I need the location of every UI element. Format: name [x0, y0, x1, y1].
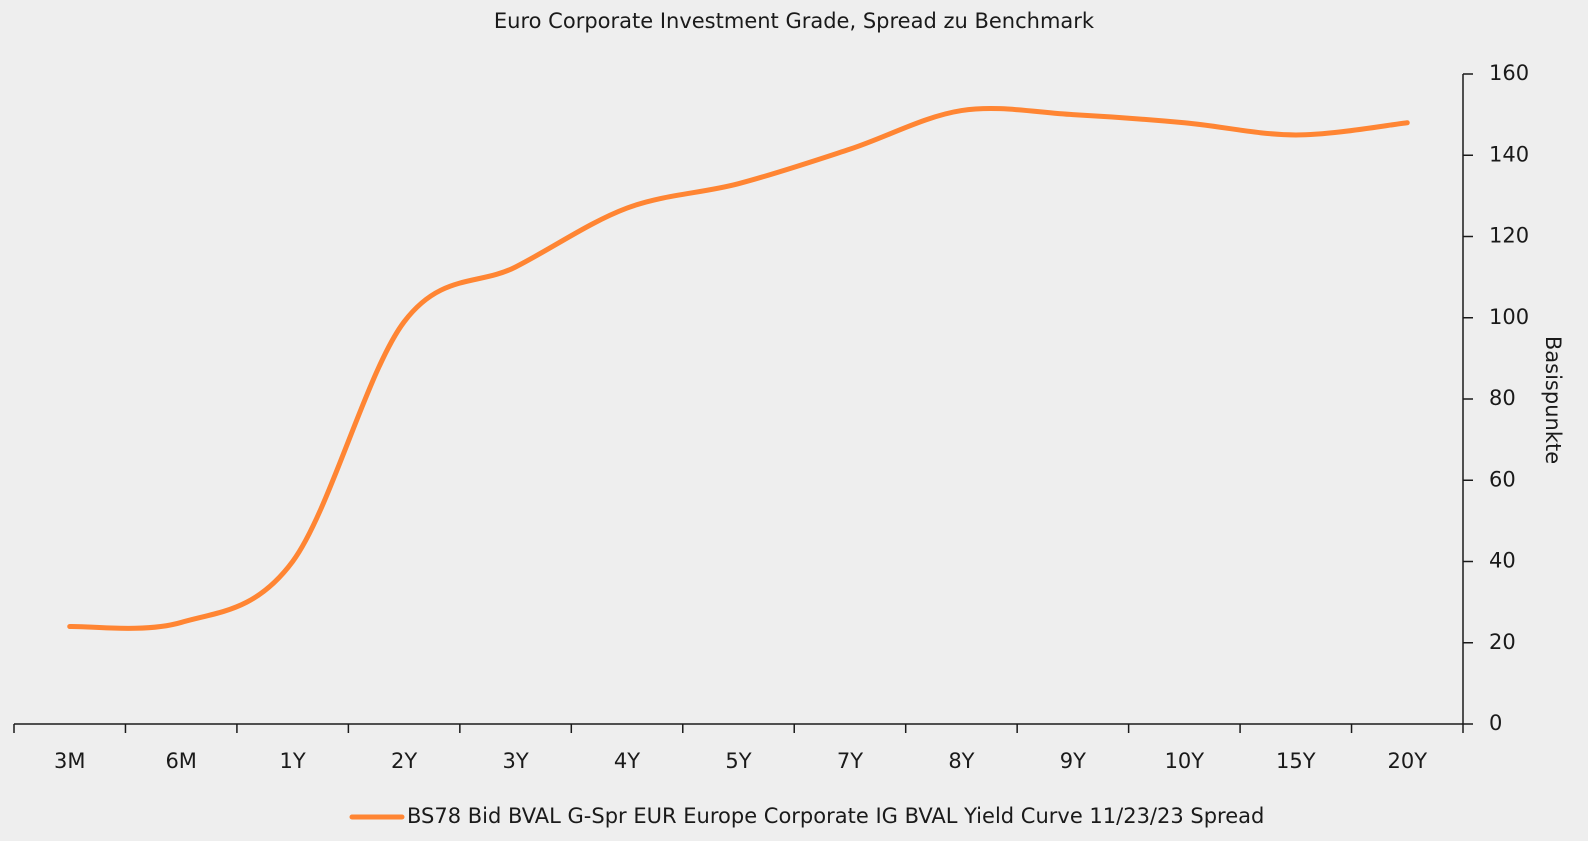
x-tick-label: 8Y	[948, 749, 974, 773]
x-tick-label: 10Y	[1165, 749, 1205, 773]
y-tick-label: 60	[1489, 467, 1516, 491]
legend-label: BS78 Bid BVAL G-Spr EUR Europe Corporate…	[407, 804, 1264, 828]
x-tick-label: 9Y	[1060, 749, 1086, 773]
y-tick-label: 40	[1489, 549, 1516, 573]
y-tick-label: 80	[1489, 386, 1516, 410]
x-tick-label: 6M	[165, 749, 196, 773]
chart-title: Euro Corporate Investment Grade, Spread …	[494, 9, 1095, 33]
y-tick-label: 0	[1489, 711, 1502, 735]
x-tick-label: 4Y	[614, 749, 640, 773]
y-tick-label: 160	[1489, 61, 1529, 85]
x-tick-label: 1Y	[280, 749, 306, 773]
x-tick-label: 15Y	[1276, 749, 1316, 773]
x-tick-label: 5Y	[725, 749, 751, 773]
x-tick-label: 3Y	[502, 749, 528, 773]
y-tick-label: 140	[1489, 142, 1529, 166]
x-tick-label: 2Y	[391, 749, 417, 773]
x-tick-label: 20Y	[1387, 749, 1427, 773]
y-tick-label: 20	[1489, 630, 1516, 654]
line	[67, 105, 1410, 631]
y-tick-label: 100	[1489, 305, 1529, 329]
y-axis-label: Basispunkte	[1541, 336, 1565, 464]
x-tick-label: 3M	[54, 749, 85, 773]
y-tick-label: 120	[1489, 224, 1529, 248]
x-tick-label: 7Y	[837, 749, 863, 773]
